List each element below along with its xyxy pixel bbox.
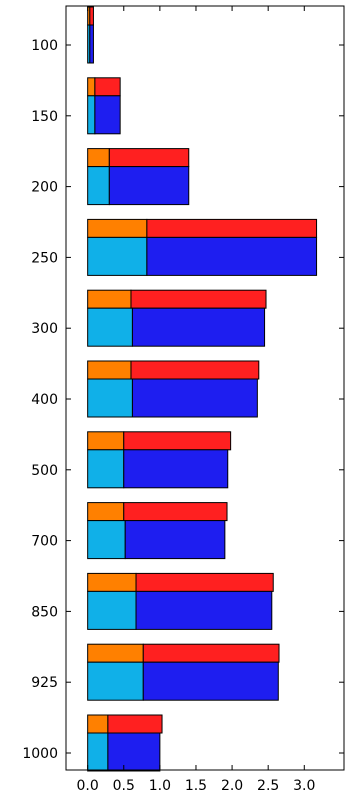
y-tick-label: 500 bbox=[31, 463, 58, 479]
bar-lower-2-300 bbox=[131, 307, 266, 347]
bar-upper-2-250 bbox=[146, 218, 318, 238]
bar-upper-2-100 bbox=[89, 6, 94, 26]
bar-lower-2-150 bbox=[94, 95, 121, 135]
bar-upper-2-400 bbox=[130, 360, 260, 380]
bar-upper-2-500 bbox=[123, 431, 232, 451]
y-tick-label: 100 bbox=[31, 38, 58, 54]
bar-lower-1-850 bbox=[87, 590, 137, 630]
bar-lower-2-500 bbox=[123, 449, 229, 489]
y-tick-label: 1000 bbox=[22, 746, 58, 762]
bar-upper-1-1000 bbox=[87, 714, 109, 734]
x-tick-label: 1.0 bbox=[149, 778, 171, 794]
bar-lower-2-200 bbox=[108, 166, 190, 206]
bar-upper-1-250 bbox=[87, 218, 148, 238]
bar-upper-1-150 bbox=[87, 77, 96, 97]
x-tick-label: 2.5 bbox=[257, 778, 279, 794]
bar-lower-2-1000 bbox=[107, 732, 161, 772]
x-tick-label: 2.0 bbox=[221, 778, 243, 794]
y-tick-label: 250 bbox=[31, 250, 58, 266]
x-tick-label: 3.0 bbox=[293, 778, 315, 794]
bar-lower-1-400 bbox=[87, 378, 133, 418]
bar-upper-1-925 bbox=[87, 643, 144, 663]
y-tick-label: 850 bbox=[31, 604, 58, 620]
bar-lower-2-925 bbox=[142, 661, 279, 701]
bar-lower-2-400 bbox=[131, 378, 258, 418]
bar-lower-1-300 bbox=[87, 307, 133, 347]
bar-lower-1-500 bbox=[87, 449, 125, 489]
bar-lower-1-925 bbox=[87, 661, 144, 701]
bar-lower-2-850 bbox=[135, 590, 273, 630]
x-tick-label: 1.5 bbox=[185, 778, 207, 794]
bar-upper-1-700 bbox=[87, 502, 125, 522]
bar-upper-1-300 bbox=[87, 289, 132, 309]
y-tick-label: 925 bbox=[31, 675, 58, 691]
bar-upper-1-500 bbox=[87, 431, 125, 451]
bar-lower-1-1000 bbox=[87, 732, 109, 772]
y-tick-label: 150 bbox=[31, 109, 58, 125]
bar-upper-1-400 bbox=[87, 360, 132, 380]
bar-lower-2-100 bbox=[89, 24, 94, 64]
bar-lower-2-700 bbox=[124, 520, 226, 560]
bar-lower-1-700 bbox=[87, 520, 126, 560]
bar-lower-2-250 bbox=[146, 236, 318, 276]
bar-upper-2-300 bbox=[130, 289, 267, 309]
bars-layer bbox=[87, 6, 318, 772]
y-axis: 100 150 200 250 300 400 500 700 850 925 1000 bbox=[22, 38, 344, 762]
x-tick-label: 0.0 bbox=[77, 778, 99, 794]
x-axis: 0.0 0.5 1.0 1.5 2.0 2.5 3.0 bbox=[77, 6, 315, 794]
bar-upper-2-200 bbox=[108, 148, 190, 168]
y-tick-label: 700 bbox=[31, 534, 58, 550]
y-tick-label: 200 bbox=[31, 180, 58, 196]
x-tick-label: 0.5 bbox=[113, 778, 135, 794]
bar-upper-2-150 bbox=[94, 77, 121, 97]
bar-lower-1-250 bbox=[87, 236, 148, 276]
bar-upper-2-1000 bbox=[107, 714, 163, 734]
bar-upper-1-200 bbox=[87, 148, 110, 168]
y-tick-label: 400 bbox=[31, 392, 58, 408]
axes-frame bbox=[65, 5, 345, 771]
bar-upper-2-700 bbox=[123, 502, 228, 522]
y-tick-label: 300 bbox=[31, 321, 58, 337]
bar-upper-2-850 bbox=[135, 572, 274, 592]
bar-upper-2-925 bbox=[142, 643, 280, 663]
bar-lower-1-150 bbox=[87, 95, 96, 135]
bar-upper-1-850 bbox=[87, 572, 137, 592]
bar-lower-1-200 bbox=[87, 166, 110, 206]
